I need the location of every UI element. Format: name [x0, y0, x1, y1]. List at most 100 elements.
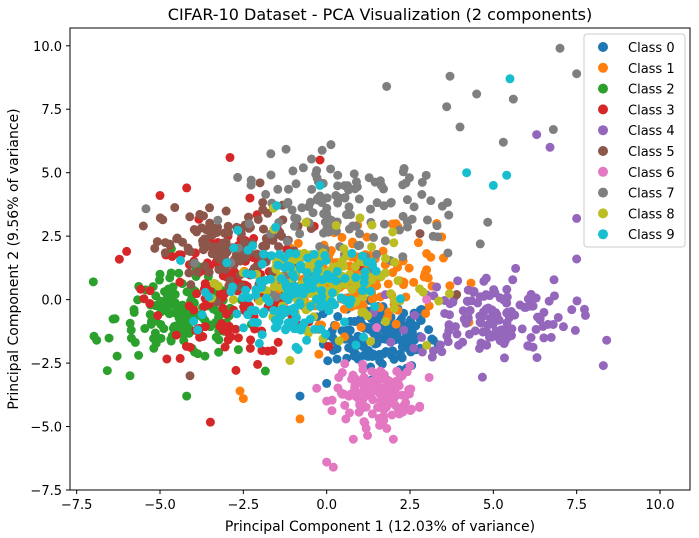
data-point [270, 323, 280, 333]
data-point [192, 289, 202, 299]
data-point [102, 366, 112, 376]
data-point [198, 332, 208, 342]
data-point [398, 167, 408, 177]
data-point [170, 289, 180, 299]
data-point [313, 194, 323, 204]
data-point [344, 343, 354, 353]
data-point [233, 333, 243, 343]
data-point [341, 210, 351, 220]
data-point [319, 228, 329, 238]
data-point [422, 215, 432, 225]
legend-marker [598, 125, 608, 136]
data-point [444, 210, 454, 220]
data-point [254, 338, 264, 348]
data-point [269, 282, 279, 292]
data-point [224, 321, 234, 331]
data-point [386, 197, 396, 207]
data-point [280, 278, 290, 288]
data-point [376, 181, 386, 191]
data-point [508, 94, 518, 104]
data-point [288, 166, 298, 176]
data-point [322, 457, 332, 467]
data-point [388, 346, 398, 356]
data-point [182, 326, 192, 336]
data-point [251, 285, 261, 295]
data-point [315, 155, 325, 165]
data-point [450, 322, 460, 332]
data-point [246, 175, 256, 185]
data-point [190, 258, 200, 268]
data-point [295, 414, 305, 424]
data-point [493, 332, 503, 342]
data-point [386, 289, 396, 299]
data-point [526, 333, 536, 343]
data-point [323, 356, 333, 366]
data-point [398, 252, 408, 262]
data-point [347, 285, 357, 295]
data-point [367, 220, 377, 230]
data-point [301, 217, 311, 227]
data-point [570, 325, 580, 335]
data-point [88, 277, 98, 287]
data-point [367, 275, 377, 285]
data-point [323, 270, 333, 280]
data-point [417, 177, 427, 187]
data-point [498, 137, 508, 147]
y-tick-label: 10.0 [33, 40, 62, 55]
data-point [312, 383, 322, 393]
data-point [381, 317, 391, 327]
data-point [332, 266, 342, 276]
data-point [193, 325, 203, 335]
data-point [182, 391, 192, 401]
data-point [373, 403, 383, 413]
data-point [243, 245, 253, 255]
y-tick-label: −5.0 [30, 421, 62, 436]
legend-box [583, 33, 686, 248]
data-point [310, 324, 320, 334]
data-point [402, 195, 412, 205]
data-point [185, 212, 195, 222]
data-point [424, 325, 434, 335]
data-point [238, 323, 248, 333]
data-point [219, 228, 229, 238]
data-point [350, 184, 360, 194]
data-point [427, 352, 437, 362]
data-point [309, 276, 319, 286]
data-point [223, 221, 233, 231]
series-class-4 [368, 130, 612, 382]
data-point [293, 238, 303, 248]
data-point [428, 231, 438, 241]
data-point [150, 243, 160, 253]
data-point [354, 194, 364, 204]
y-tick-label: 2.5 [41, 230, 62, 245]
legend-label: Class 3 [628, 103, 675, 118]
data-point [293, 288, 303, 298]
data-point [340, 273, 350, 283]
data-point [155, 191, 165, 201]
data-point [233, 172, 243, 182]
data-point [244, 293, 254, 303]
data-point [572, 213, 582, 223]
data-point [481, 273, 491, 283]
data-point [502, 298, 512, 308]
data-point [262, 236, 272, 246]
data-point [505, 74, 515, 84]
data-point [274, 242, 284, 252]
data-point [567, 305, 577, 315]
data-point [295, 391, 305, 401]
legend-marker [598, 83, 608, 94]
data-point [339, 244, 349, 254]
data-point [291, 179, 301, 189]
legend-label: Class 0 [628, 41, 675, 56]
data-point [389, 238, 399, 248]
data-point [333, 198, 343, 208]
data-point [402, 217, 412, 227]
data-point [532, 353, 542, 363]
data-point [404, 263, 414, 273]
data-point [125, 318, 135, 328]
data-point [362, 232, 372, 242]
data-point [366, 204, 376, 214]
data-point [421, 170, 431, 180]
data-point [388, 434, 398, 444]
data-point [333, 312, 343, 322]
